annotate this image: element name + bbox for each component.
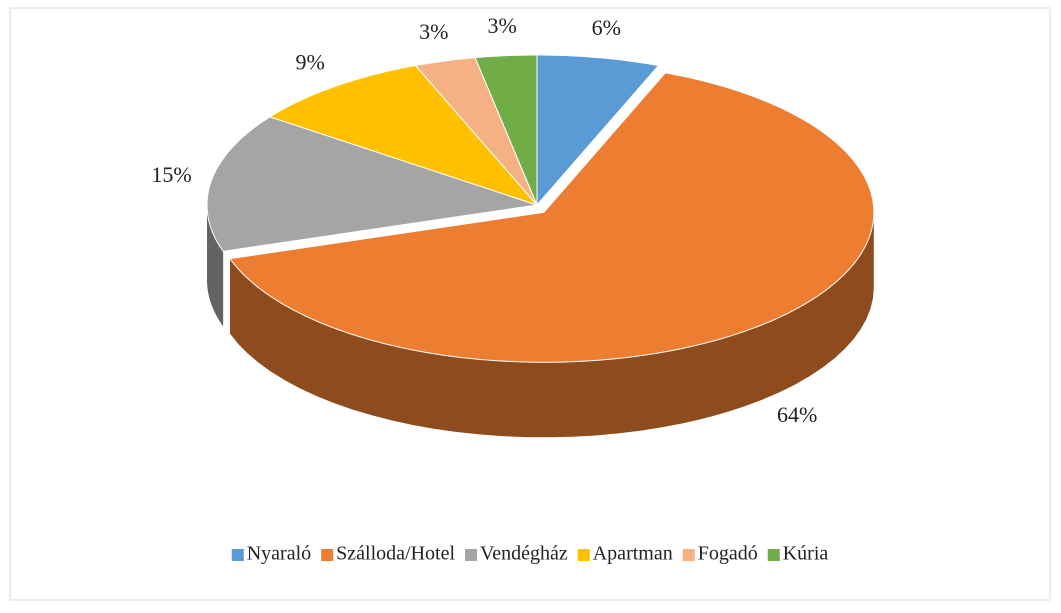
legend-swatch bbox=[682, 549, 695, 561]
data-label: 3% bbox=[419, 19, 448, 44]
legend-label: Nyaraló bbox=[247, 543, 311, 565]
slice bbox=[474, 54, 538, 206]
data-label: 15% bbox=[151, 162, 191, 187]
legend-label: Vendégház bbox=[480, 543, 568, 565]
slice-side bbox=[207, 205, 224, 327]
data-label: 3% bbox=[488, 13, 517, 38]
legend-swatch bbox=[577, 549, 590, 561]
data-label: 9% bbox=[296, 49, 325, 74]
slice bbox=[229, 72, 875, 363]
legend-swatch bbox=[231, 549, 244, 561]
data-label: 64% bbox=[777, 402, 817, 427]
data-label: 6% bbox=[592, 15, 621, 40]
legend-swatch bbox=[465, 549, 478, 561]
legend-label: Fogadó bbox=[698, 543, 758, 565]
slice-side bbox=[229, 212, 874, 438]
legend: Nyaraló Szálloda/Hotel Vendégház Apartman Fo… bbox=[231, 543, 829, 565]
slice bbox=[206, 116, 538, 252]
slice bbox=[414, 57, 538, 206]
legend-swatch bbox=[767, 549, 780, 561]
slice bbox=[536, 54, 660, 207]
legend-label: Apartman bbox=[593, 543, 673, 565]
legend-swatch bbox=[321, 549, 334, 561]
legend-label: Szálloda/Hotel bbox=[336, 543, 455, 565]
legend-label: Kúria bbox=[783, 543, 829, 565]
slice bbox=[268, 64, 539, 207]
